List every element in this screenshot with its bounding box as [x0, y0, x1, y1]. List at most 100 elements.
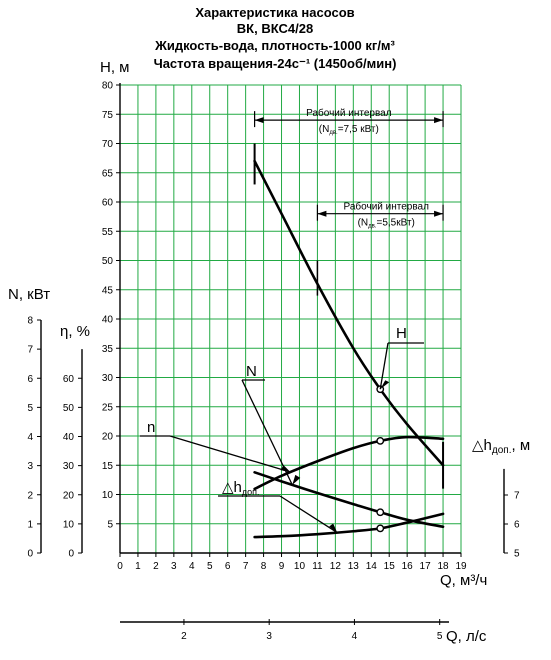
leader-n-arrow — [292, 474, 301, 485]
eta-tick-label: 10 — [63, 519, 75, 530]
curve-marker — [376, 524, 385, 533]
title-line-2: ВК, ВКС4/28 — [237, 21, 313, 36]
x-tick-label: 5 — [207, 561, 213, 572]
x-tick-label: 17 — [420, 561, 432, 572]
h-tick-label: 5 — [107, 519, 113, 530]
eta-axis-label: η, % — [60, 323, 90, 340]
label-eta: n — [147, 419, 155, 436]
dh-axis: 5 6 7 — [503, 468, 520, 560]
interval-arrow-right — [434, 117, 444, 124]
label-dh-main: △h — [222, 479, 242, 496]
n-tick-label: 6 — [27, 374, 33, 385]
label-h: H — [396, 325, 407, 342]
x-axis-ticks: 0 1 2 3 4 5 6 7 8 9 10 11 12 13 14 15 16 17 18 19 — [117, 553, 467, 572]
n-tick-label: 1 — [27, 519, 33, 530]
x-tick-label: 8 — [261, 561, 267, 572]
leader-dh-arrow — [329, 523, 338, 533]
title-line-4: Частота вращения-24с⁻¹ (1450об/мин) — [154, 56, 397, 71]
x-tick-label: 13 — [348, 561, 360, 572]
interval-sublabel: (Nдв.=5,5кВт) — [358, 218, 415, 230]
h-tick-label: 60 — [102, 198, 114, 209]
svg-text:△hдоп., м: △hдоп., м — [472, 437, 530, 456]
h-tick-label: 55 — [102, 227, 114, 238]
interval-arrow-right — [434, 210, 444, 217]
n-tick-label: 0 — [27, 549, 33, 560]
x-tick-label: 4 — [189, 561, 195, 572]
q-ls-tick-label: 2 — [181, 631, 187, 642]
dh-axis-label-main: △h — [472, 437, 492, 454]
x-tick-label: 16 — [402, 561, 414, 572]
dh-tick-label: 6 — [514, 520, 520, 531]
n-axis-label: N, кВт — [8, 286, 50, 303]
interval-sublabel-index: дв. — [329, 130, 338, 136]
dh-axis-label-sub: доп. — [492, 445, 512, 456]
dh-axis-label-unit: , м — [511, 437, 530, 454]
leader-eta-arrow — [280, 465, 291, 473]
curve-eta — [253, 435, 445, 491]
interval-sublabel-index: дв. — [368, 224, 377, 230]
x-tick-label: 10 — [294, 561, 306, 572]
curve-H — [253, 159, 445, 467]
h-tick-label: 50 — [102, 256, 114, 267]
leader-dh — [279, 495, 338, 534]
curve-N — [253, 471, 445, 529]
h-tick-label: 80 — [102, 81, 114, 92]
q-ls-tick-label: 4 — [352, 631, 358, 642]
label-n: N — [246, 363, 257, 380]
n-tick-label: 2 — [27, 490, 33, 501]
x-tick-label: 1 — [135, 561, 141, 572]
x-tick-label: 0 — [117, 561, 123, 572]
title-line-3: Жидкость-вода, плотность-1000 кг/м³ — [154, 38, 395, 53]
leader-h-arrow — [380, 380, 390, 390]
n-tick-label: 4 — [27, 432, 33, 443]
eta-tick-label: 0 — [68, 549, 74, 560]
n-tick-label: 8 — [27, 316, 33, 327]
interval-arrow-left — [254, 117, 264, 124]
x-tick-label: 2 — [153, 561, 159, 572]
interval-arrow-left — [317, 210, 327, 217]
interval-sublabel-main: (N — [319, 124, 330, 135]
curve-labels: H Nn △hдоп. — [140, 325, 424, 534]
q-ls-tick-label: 5 — [437, 631, 443, 642]
eta-tick-label: 40 — [63, 432, 75, 443]
h-axis-ticks: 5 10 15 20 25 30 35 40 45 50 55 60 65 70 75 80 — [102, 81, 120, 530]
dh-axis-label: △hдоп., м — [472, 437, 530, 456]
x-tick-label: 11 — [312, 561, 323, 572]
working-intervals: Рабочий интервал(Nдв.=7,5 кВт)Рабочий ин… — [253, 107, 445, 489]
eta-tick-label: 30 — [63, 461, 75, 472]
h-tick-label: 30 — [102, 373, 114, 384]
curve-marker — [376, 508, 385, 517]
x-tick-label: 15 — [384, 561, 396, 572]
h-axis-label: H, м — [100, 59, 129, 76]
h-tick-label: 40 — [102, 315, 114, 326]
h-tick-label: 20 — [102, 432, 114, 443]
h-tick-label: 25 — [102, 402, 114, 413]
x-tick-label: 19 — [455, 561, 467, 572]
eta-tick-label: 50 — [63, 403, 75, 414]
x-tick-label: 6 — [225, 561, 231, 572]
dh-tick-label: 5 — [514, 549, 520, 560]
h-tick-label: 75 — [102, 110, 114, 121]
q-ls-axis: 2 3 4 5 — [120, 619, 449, 642]
x-tick-label: 14 — [366, 561, 378, 572]
h-tick-label: 15 — [102, 461, 114, 472]
h-tick-label: 70 — [102, 139, 114, 150]
chart-title: Характеристика насосов ВК, ВКС4/28 Жидко… — [154, 5, 397, 71]
leader-h — [379, 342, 389, 390]
curve-dh — [253, 512, 445, 539]
interval-sublabel: (Nдв.=7,5 кВт) — [319, 124, 379, 136]
q-ls-axis-label: Q, л/с — [446, 628, 487, 645]
q-m3h-axis-label: Q, м³/ч — [440, 572, 487, 589]
eta-tick-label: 20 — [63, 490, 75, 501]
interval-sublabel-value: =7,5 кВт) — [338, 124, 379, 135]
n-tick-label: 3 — [27, 461, 33, 472]
leader-eta — [169, 435, 291, 473]
eta-tick-label: 60 — [63, 374, 75, 385]
n-tick-label: 5 — [27, 403, 33, 414]
q-ls-tick-label: 3 — [266, 631, 272, 642]
interval-label: Рабочий интервал — [344, 201, 430, 213]
h-tick-label: 10 — [102, 490, 114, 501]
label-dh-sub: доп. — [242, 487, 260, 497]
n-tick-label: 7 — [27, 345, 33, 356]
